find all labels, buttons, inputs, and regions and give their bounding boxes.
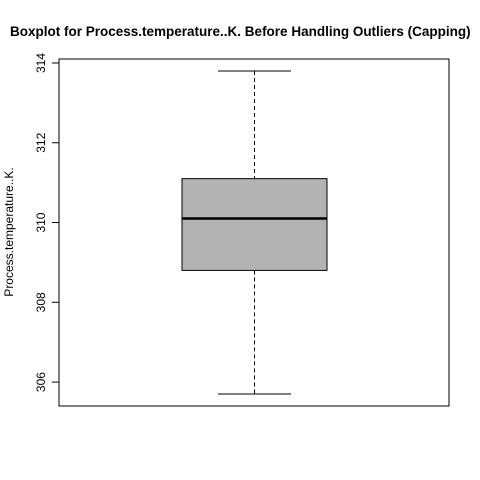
box-element bbox=[181, 70, 328, 395]
interquartile-box bbox=[181, 178, 328, 271]
y-tick-label-306: 306 bbox=[34, 372, 48, 392]
y-tick-label-314: 314 bbox=[34, 53, 48, 73]
y-axis: 306 308 310 312 314 bbox=[34, 53, 60, 392]
y-tick-label-310: 310 bbox=[34, 212, 48, 232]
y-tick-label-312: 312 bbox=[34, 132, 48, 152]
y-tick-label-308: 308 bbox=[34, 292, 48, 312]
y-axis-label: Process.temperature..K. bbox=[2, 167, 16, 296]
chart-title: Boxplot for Process.temperature..K. Befo… bbox=[10, 24, 471, 39]
